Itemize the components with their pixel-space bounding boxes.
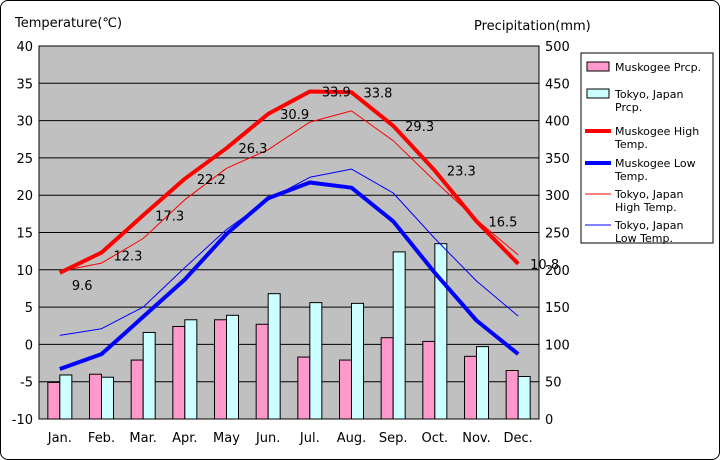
precip-bar (434, 243, 448, 420)
precip-bar (517, 375, 531, 420)
precip-bar (172, 325, 186, 420)
left-axis-title: Temperature(℃) (14, 16, 122, 31)
left-tick-label: 20 (16, 189, 33, 204)
right-tick-label: 50 (545, 376, 562, 391)
high-temp-data-label: 17.3 (155, 209, 184, 224)
legend-label: Tokyo, Japan (614, 88, 683, 101)
high-temp-data-label: 33.8 (364, 86, 393, 101)
right-tick-label: 250 (545, 227, 570, 242)
legend-label: Temp. (614, 138, 648, 151)
left-tick-label: -5 (20, 376, 33, 391)
precip-bar (214, 319, 227, 420)
temp-series-line (58, 89, 520, 275)
high-temp-data-label: 29.3 (405, 120, 434, 135)
precip-bar (464, 355, 477, 420)
precip-bar (267, 293, 281, 420)
legend-swatch (586, 88, 610, 99)
category-label: Oct. (422, 431, 449, 446)
high-temp-data-label: 33.9 (322, 86, 351, 101)
temp-series-line (59, 180, 520, 371)
precip-bar (101, 376, 114, 420)
right-tick-label: 450 (545, 77, 570, 92)
high-temp-data-label: 23.3 (447, 165, 476, 180)
left-tick-label: 10 (16, 264, 33, 279)
left-tick-label: 5 (25, 301, 33, 316)
left-tick-label: 15 (16, 227, 33, 242)
high-temp-data-label: 12.3 (114, 250, 143, 265)
left-tick-label: 40 (16, 40, 33, 55)
precip-bar (130, 359, 144, 420)
category-label: Dec. (504, 431, 533, 446)
legend-label: Temp. (614, 170, 648, 183)
legend-label: Muskogee Prcp. (615, 61, 701, 74)
precip-bar (89, 373, 102, 420)
legend-swatch (586, 61, 610, 72)
category-label: Apr. (172, 431, 197, 446)
right-tick-label: 0 (545, 413, 553, 428)
right-tick-label: 200 (545, 264, 570, 279)
right-tick-label: 500 (545, 40, 570, 55)
high-temp-data-label: 9.6 (72, 279, 93, 294)
category-label: Mar. (129, 431, 156, 446)
precip-bar (339, 359, 352, 420)
left-tick-label: 0 (25, 338, 33, 353)
precip-bar (47, 381, 61, 420)
high-temp-data-label: 10.8 (530, 258, 559, 273)
precip-bar (351, 302, 364, 420)
precip-bar (255, 323, 269, 420)
category-label: May (213, 431, 240, 446)
right-tick-label: 100 (545, 338, 570, 353)
high-temp-data-label: 30.9 (280, 108, 309, 123)
precip-bar (505, 370, 519, 420)
precip-bar (184, 319, 198, 420)
legend-label: Tokyo, Japan (614, 188, 683, 201)
precip-bar (297, 356, 311, 420)
category-label: Jun. (255, 431, 280, 446)
category-label: Aug. (337, 431, 367, 446)
left-tick-label: 30 (16, 115, 33, 130)
left-tick-label: 35 (16, 77, 33, 92)
high-temp-data-label: 16.5 (489, 215, 518, 230)
category-label: Nov. (462, 431, 491, 446)
high-temp-data-label: 22.2 (197, 173, 226, 188)
legend-label: Muskogee High (615, 125, 699, 138)
precip-bar (142, 331, 156, 420)
left-tick-label: 25 (16, 152, 33, 167)
high-temp-data-label: 26.3 (239, 142, 268, 157)
legend-label: Muskogee Low (615, 157, 696, 170)
category-label: Sep. (379, 431, 408, 446)
legend-label: Low Temp. (615, 232, 673, 245)
category-label: Jan. (47, 431, 72, 446)
right-tick-label: 150 (545, 301, 570, 316)
precip-bar (422, 340, 436, 420)
precip-bar (392, 251, 406, 420)
legend-box (580, 52, 714, 244)
category-label: Feb. (88, 431, 115, 446)
precip-bar (476, 346, 489, 420)
temp-series-line (59, 110, 519, 272)
legend-label: Tokyo, Japan (614, 219, 683, 232)
precip-bar (309, 302, 323, 420)
precip-bar (226, 314, 239, 420)
right-tick-label: 300 (545, 189, 570, 204)
category-label: Jul. (299, 431, 320, 446)
left-tick-label: -10 (12, 413, 33, 428)
right-tick-label: 400 (545, 115, 570, 130)
precip-bar (59, 374, 73, 420)
right-tick-label: 350 (545, 152, 570, 167)
legend-label: Prcp. (615, 101, 642, 114)
legend-label: High Temp. (615, 201, 677, 214)
precip-bar (380, 337, 394, 420)
right-axis-title: Precipitation(mm) (474, 19, 591, 34)
